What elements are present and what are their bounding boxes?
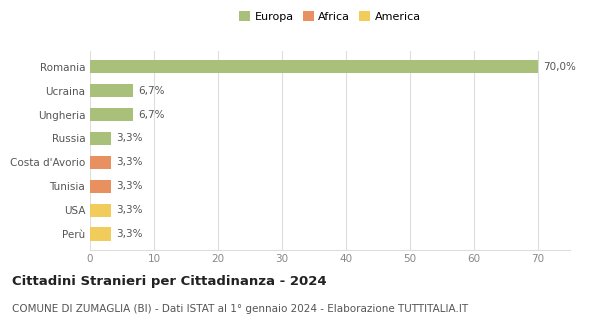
Bar [90, 132, 111, 145]
Bar [90, 84, 133, 97]
Text: 3,3%: 3,3% [116, 181, 143, 191]
Bar [90, 60, 538, 73]
Bar [90, 108, 133, 121]
Text: COMUNE DI ZUMAGLIA (BI) - Dati ISTAT al 1° gennaio 2024 - Elaborazione TUTTITALI: COMUNE DI ZUMAGLIA (BI) - Dati ISTAT al … [12, 304, 468, 314]
Text: 70,0%: 70,0% [543, 62, 576, 72]
Text: 3,3%: 3,3% [116, 205, 143, 215]
Text: 6,7%: 6,7% [138, 109, 164, 120]
Text: 3,3%: 3,3% [116, 229, 143, 239]
Bar [90, 156, 111, 169]
Bar [90, 180, 111, 193]
Bar [90, 228, 111, 241]
Text: 3,3%: 3,3% [116, 133, 143, 143]
Text: Cittadini Stranieri per Cittadinanza - 2024: Cittadini Stranieri per Cittadinanza - 2… [12, 275, 326, 288]
Bar [90, 204, 111, 217]
Legend: Europa, Africa, America: Europa, Africa, America [237, 9, 423, 24]
Text: 6,7%: 6,7% [138, 86, 164, 96]
Text: 3,3%: 3,3% [116, 157, 143, 167]
